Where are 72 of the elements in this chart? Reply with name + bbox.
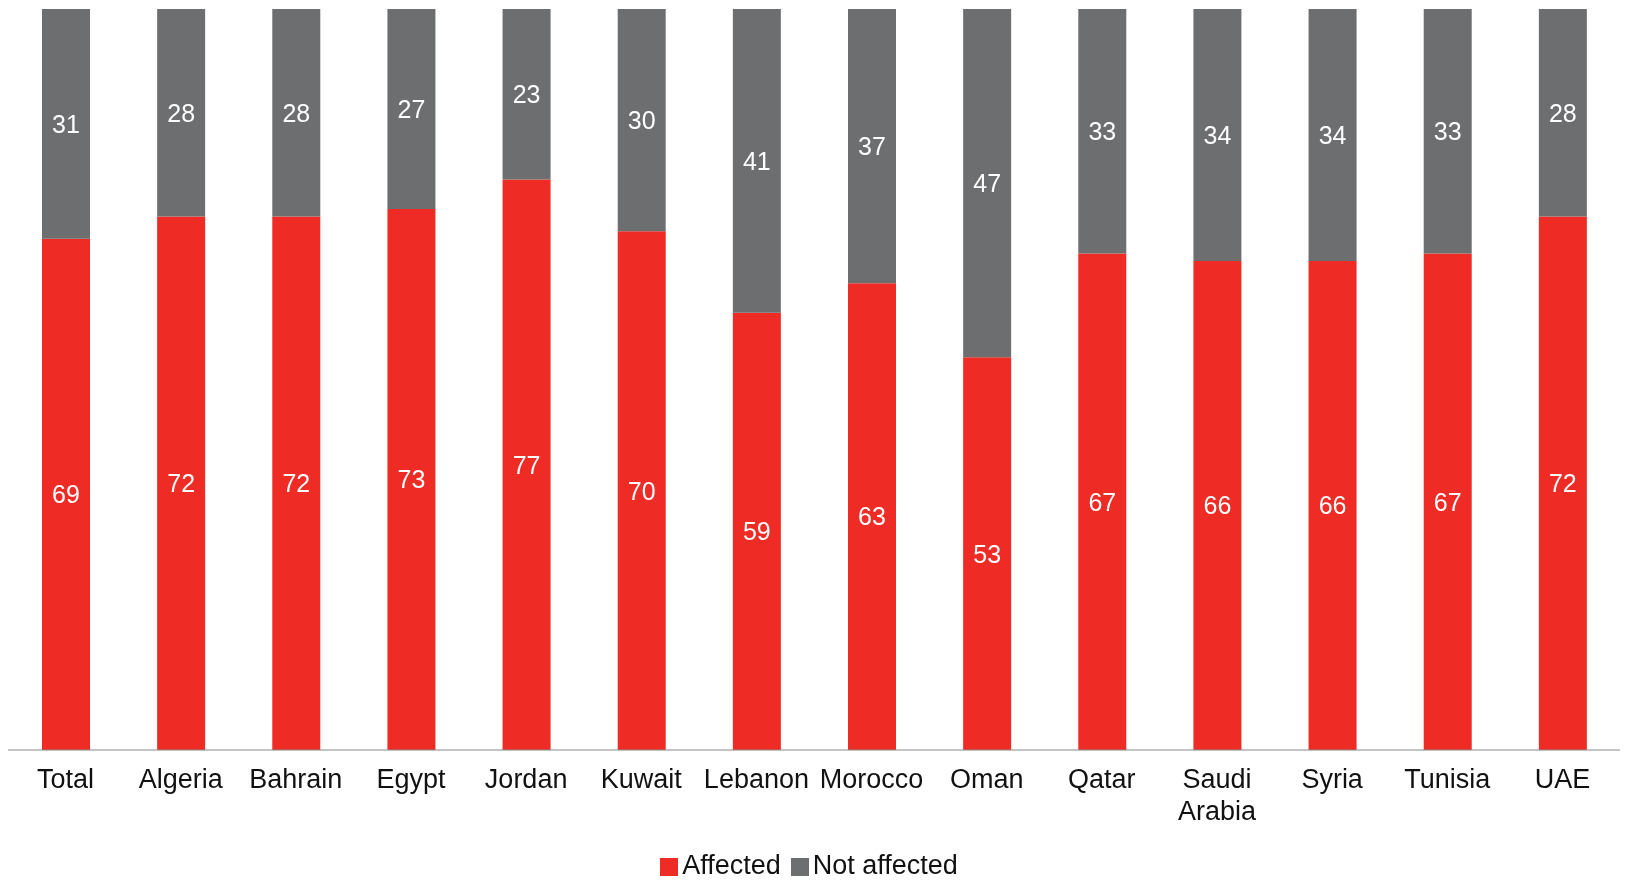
data-label: 31	[52, 109, 80, 138]
bar	[848, 283, 896, 750]
x-tick-label: Lebanon	[703, 764, 809, 794]
data-label: 33	[1088, 117, 1117, 146]
bar	[1193, 260, 1242, 750]
x-tick-label: Total	[37, 764, 95, 794]
bar	[502, 179, 551, 750]
x-tick-label: Syria	[1301, 764, 1364, 794]
bar	[1308, 9, 1357, 261]
x-tick-label: UAE	[1534, 764, 1591, 794]
data-label: 33	[1433, 117, 1462, 146]
data-label: 41	[742, 146, 771, 175]
bar	[963, 9, 1012, 358]
bar	[157, 216, 206, 750]
legend-label: Affected	[682, 850, 781, 880]
data-label: 53	[973, 539, 1002, 568]
bar	[1078, 253, 1127, 750]
data-label: 59	[742, 517, 771, 546]
bar	[1193, 9, 1242, 261]
bar	[732, 312, 781, 750]
bar	[157, 9, 206, 217]
data-label: 72	[167, 469, 196, 498]
data-label: 66	[1203, 491, 1232, 520]
bar	[42, 238, 90, 750]
bar	[272, 216, 321, 750]
data-label: 23	[512, 80, 541, 109]
bar	[387, 209, 436, 750]
x-tick-label: Saudi Arabia	[1177, 764, 1258, 826]
data-label: 73	[397, 465, 426, 494]
data-label: 28	[1548, 98, 1577, 127]
data-label: 34	[1318, 120, 1347, 149]
data-label: 27	[397, 94, 426, 123]
bar	[1538, 9, 1587, 217]
data-label: 34	[1203, 120, 1232, 149]
data-label: 28	[282, 98, 311, 127]
bar	[963, 357, 1012, 750]
data-label: 67	[1433, 487, 1462, 516]
legend-label: Not affected	[812, 850, 958, 880]
x-tick-label: Kuwait	[600, 764, 683, 794]
bar	[42, 9, 90, 239]
data-label: 72	[1548, 469, 1577, 498]
x-tick-label: Bahrain	[249, 764, 343, 794]
x-tick-label: Qatar	[1068, 764, 1136, 794]
x-tick-label: Tunisia	[1404, 764, 1492, 794]
data-label: 30	[627, 106, 656, 135]
x-tick-label: Egypt	[376, 764, 447, 794]
data-label: 28	[167, 98, 196, 127]
bar	[1078, 9, 1127, 254]
bar	[1423, 9, 1472, 254]
bar	[502, 9, 551, 180]
data-label: 47	[973, 169, 1002, 198]
bar	[1423, 253, 1472, 750]
bar	[617, 9, 666, 232]
data-label: 66	[1318, 491, 1347, 520]
data-label: 70	[627, 476, 656, 505]
data-label: 77	[512, 450, 541, 479]
bar	[848, 9, 896, 284]
x-tick-label: Oman	[949, 764, 1024, 794]
bar	[1538, 216, 1587, 750]
data-label: 63	[858, 502, 886, 531]
data-label: 67	[1088, 487, 1117, 516]
bar	[1308, 260, 1357, 750]
bar	[272, 9, 321, 217]
data-label: 72	[282, 469, 311, 498]
bar	[617, 231, 666, 750]
data-label: 69	[52, 480, 80, 509]
x-tick-label: Algeria	[138, 764, 224, 794]
x-tick-label: Jordan	[484, 764, 568, 794]
data-label: 37	[858, 131, 886, 160]
bar	[732, 9, 781, 313]
x-tick-label: Morocco	[819, 764, 924, 794]
bar	[387, 9, 436, 210]
